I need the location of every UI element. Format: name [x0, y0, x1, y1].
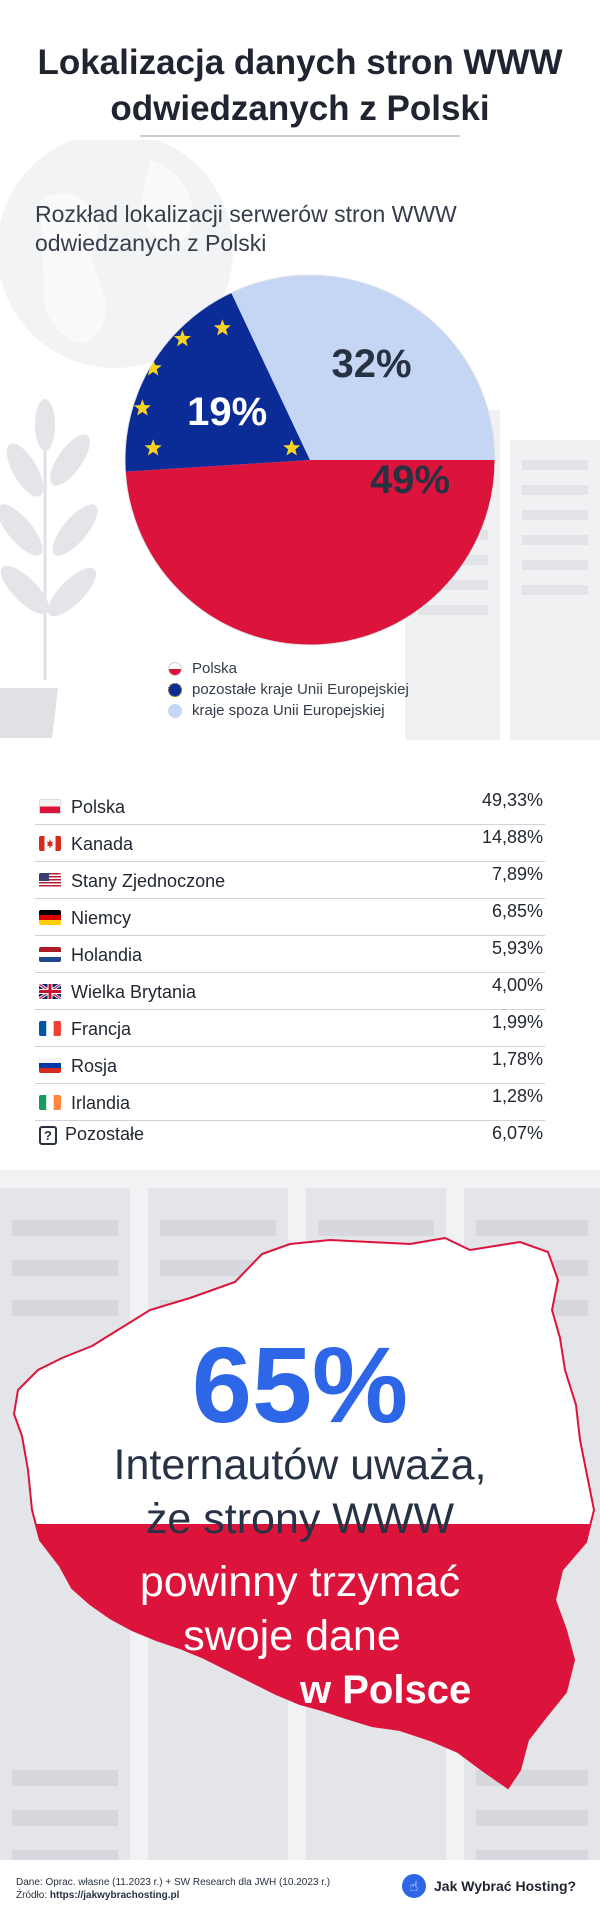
eu-star [144, 439, 162, 456]
table-row: Polska 49,33% [35, 788, 545, 825]
data-source: Dane: Oprac. własne (11.2023 r.) + SW Re… [16, 1877, 331, 1888]
chart-title: Rozkład lokalizacji serwerów stron WWW o… [35, 200, 555, 258]
country-name: Stany Zjednoczone [71, 871, 226, 891]
pl-flag-icon [39, 799, 61, 814]
country-share: 6,85% [491, 901, 543, 921]
origin-link[interactable]: https://jakwybrachosting.pl [49, 1890, 180, 1901]
table-row: Wielka Brytania 4,00% [35, 973, 545, 1010]
page-title: Lokalizacja danych stron WWW odwiedzanyc… [0, 40, 600, 132]
poland-map-icon [12, 1236, 596, 1790]
pie-chart: 49% 19% 32% [124, 274, 496, 646]
title-divider [140, 135, 460, 137]
table-row: Rosja 1,78% [35, 1047, 545, 1084]
plant-decoration [0, 399, 98, 738]
brand-logo-icon: ☝ [402, 1874, 426, 1898]
country-share: 14,88% [481, 827, 543, 847]
gb-flag-icon [39, 984, 61, 999]
nl-flag-icon [39, 947, 61, 962]
legend-item-non-eu: kraje spoza Unii Europejskiej [168, 700, 409, 721]
callout-line4: swoje dane [183, 1612, 401, 1660]
ca-flag-icon [39, 836, 61, 851]
country-table: Polska 49,33% Kanada 14,88% Stany Zjedno… [35, 788, 545, 1151]
eu-star [173, 329, 191, 347]
callout-percent: 65% [191, 1324, 409, 1445]
country-share: 1,28% [491, 1086, 543, 1106]
legend-label: pozostałe kraje Unii Europejskiej [192, 681, 409, 698]
table-row: ? Pozostałe 6,07% [35, 1121, 545, 1151]
chart-title-line2: odwiedzanych z Polski [35, 230, 267, 256]
pie-label-eu: 19% [187, 390, 267, 434]
pie-slice-polska [125, 460, 496, 645]
table-row: Francja 1,99% [35, 1010, 545, 1047]
country-share: 1,99% [491, 1012, 543, 1032]
question-icon: ? [39, 1126, 57, 1145]
us-flag-icon [39, 873, 61, 888]
legend-item-eu: pozostałe kraje Unii Europejskiej [168, 679, 409, 700]
page-title-line2: odwiedzanych z Polski [110, 89, 490, 128]
ru-flag-icon [39, 1058, 61, 1073]
fr-flag-icon [39, 1021, 61, 1036]
eu-star [133, 399, 151, 416]
chart-section: Rozkład lokalizacji serwerów stron WWW o… [0, 140, 600, 740]
pie-slice-eu [125, 292, 310, 472]
polish-flag-dot-icon [168, 661, 182, 676]
callout-line2: że strony WWW [145, 1495, 455, 1543]
callout-line1: Internautów uważa, [113, 1441, 487, 1489]
table-row: Holandia 5,93% [35, 936, 545, 973]
chart-title-line1: Rozkład lokalizacji serwerów stron WWW [35, 201, 457, 227]
country-name: Niemcy [71, 908, 132, 928]
table-row: Irlandia 1,28% [35, 1084, 545, 1121]
page-title-line1: Lokalizacja danych stron WWW [37, 43, 563, 82]
country-share: 6,07% [491, 1123, 543, 1143]
brand-name: Jak Wybrać Hosting? [434, 1878, 577, 1894]
country-share: 7,89% [491, 864, 543, 884]
country-share: 5,93% [491, 938, 543, 958]
light-blue-dot-icon [168, 703, 182, 718]
table-row: Kanada 14,88% [35, 825, 545, 862]
country-share: 4,00% [491, 975, 543, 995]
origin-line: Źródło: https://jakwybrachosting.pl [16, 1889, 330, 1902]
poland-callout-section: 65% Internautów uważa, że strony WWW pow… [0, 1170, 600, 1912]
country-name: Francja [71, 1019, 132, 1039]
country-name: Rosja [71, 1056, 118, 1076]
country-name: Pozostałe [65, 1124, 145, 1144]
country-share: 1,78% [491, 1049, 543, 1069]
callout-line3: powinny trzymać [139, 1558, 461, 1606]
country-share: 49,33% [481, 790, 543, 810]
ie-flag-icon [39, 1095, 61, 1110]
country-name: Polska [71, 797, 126, 817]
country-name: Wielka Brytania [71, 982, 197, 1002]
callout-line5: w Polsce [300, 1668, 472, 1712]
eu-star [144, 359, 162, 376]
pie-slice-non-eu [231, 275, 495, 460]
country-name: Irlandia [71, 1093, 131, 1113]
table-row: Stany Zjednoczone 7,89% [35, 862, 545, 899]
pie-label-polska: 49% [370, 458, 450, 502]
source-note: Dane: Oprac. własne (11.2023 r.) + SW Re… [16, 1876, 330, 1902]
legend-label: Polska [192, 660, 238, 677]
pie-label-non-eu: 32% [331, 342, 411, 386]
globe-decoration [0, 140, 233, 368]
origin-label: Źródło: [16, 1890, 48, 1901]
eu-star [213, 319, 231, 336]
de-flag-icon [39, 910, 61, 925]
table-row: Niemcy 6,85% [35, 899, 545, 936]
country-name: Kanada [71, 834, 134, 854]
legend-label: kraje spoza Unii Europejskiej [192, 702, 385, 719]
eu-star [283, 439, 301, 456]
brand[interactable]: ☝ Jak Wybrać Hosting? [402, 1872, 576, 1900]
footer: Dane: Oprac. własne (11.2023 r.) + SW Re… [0, 1860, 600, 1912]
legend-item-polska: Polska [168, 658, 409, 679]
eu-flag-dot-icon [168, 682, 182, 697]
chart-legend: Polska pozostałe kraje Unii Europejskiej… [168, 658, 409, 721]
country-name: Holandia [71, 945, 143, 965]
